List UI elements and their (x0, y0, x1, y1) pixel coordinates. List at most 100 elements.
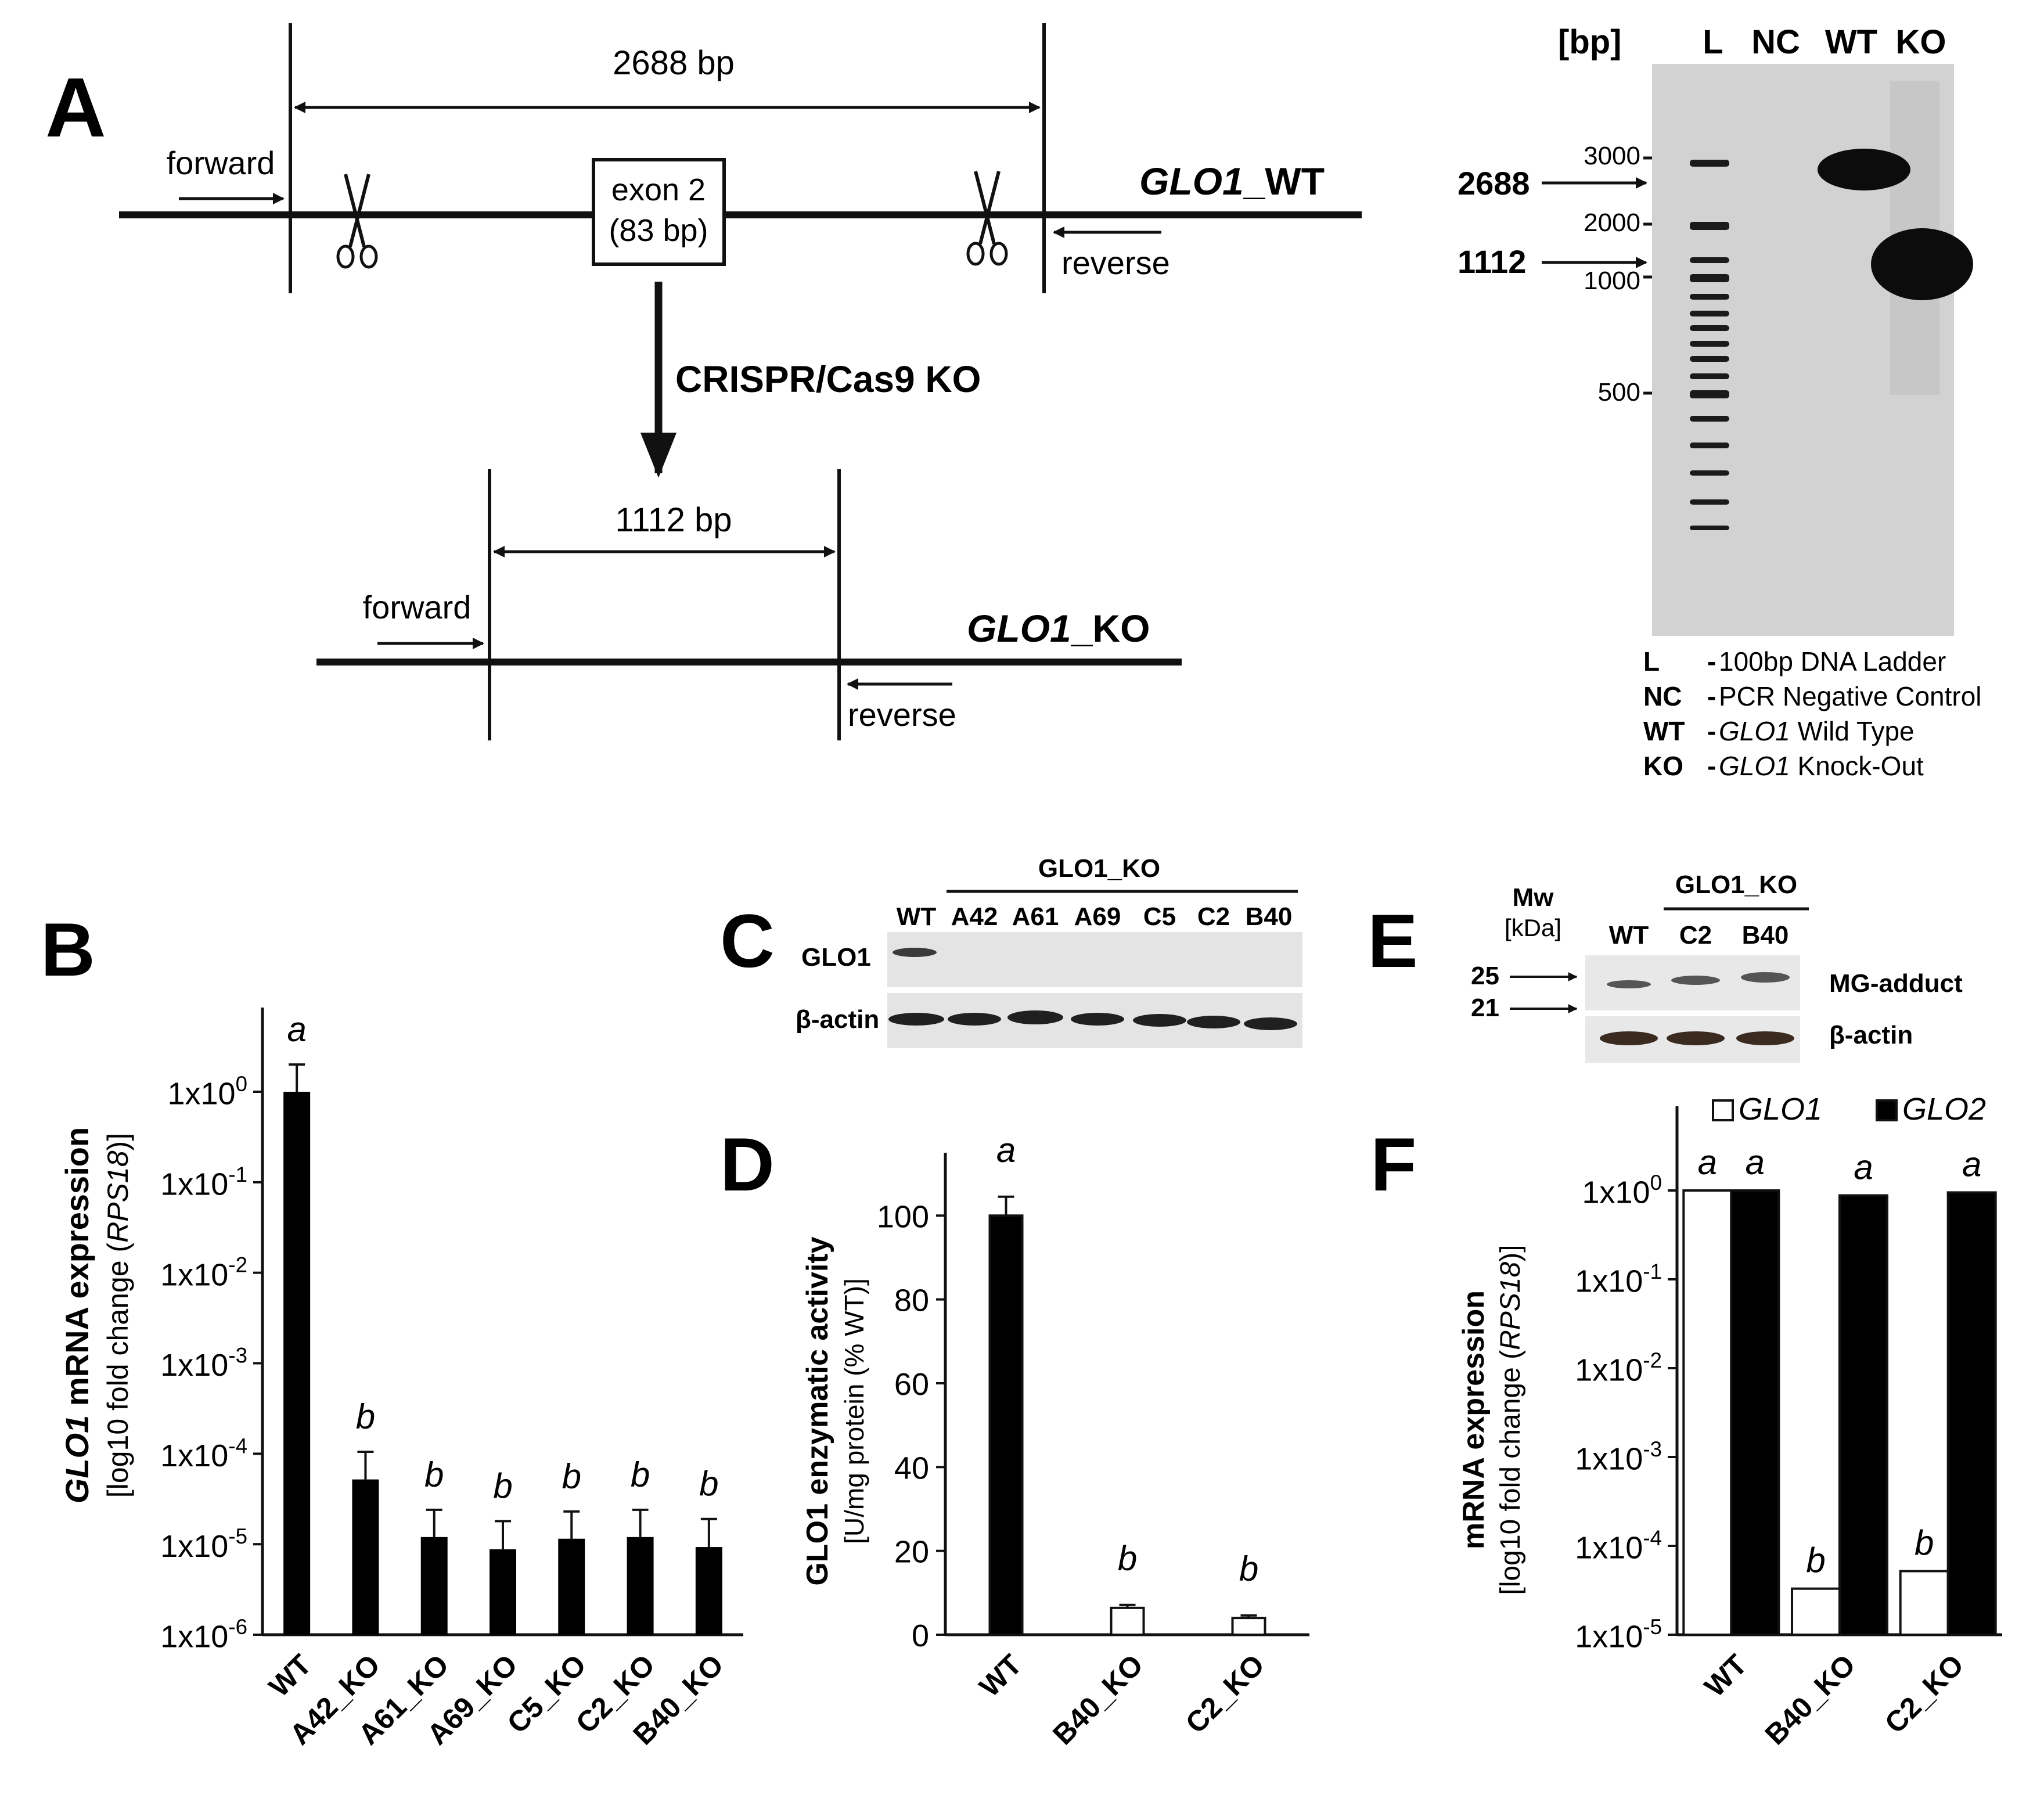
wt-gene-name: GLO1_WT (1139, 160, 1325, 203)
scissors-icon (966, 171, 1008, 266)
blot-e-mw-title: Mw (1513, 883, 1554, 912)
blot-c-glo1-strip (887, 932, 1302, 987)
wt-reverse-label: reverse (1061, 244, 1170, 281)
significance-letter: b (424, 1455, 444, 1494)
panel-label-c: C (720, 898, 775, 983)
panel-c: C GLO1_KO WT A42 A61 A69 C5 C2 B40 GLO1 … (720, 854, 1302, 1048)
chart-d: 0 20 40 60 80 100 a WT b B40_KO b C2_KO (877, 1131, 1309, 1751)
x-tick-label: C2_KO (1179, 1648, 1271, 1739)
significance-letter: a (996, 1131, 1016, 1170)
blot-c-glo1-band (893, 948, 937, 957)
y-tick-label: 1x10-3 (1575, 1437, 1662, 1477)
gel-marker-label: 500 (1598, 378, 1640, 407)
significance-letter: b (493, 1466, 512, 1505)
y-tick-label: 1x100 (1582, 1171, 1662, 1210)
chart-f-legend: GLO1 GLO2 (1712, 1092, 1986, 1127)
blot-e-row-adduct: MG-adduct (1829, 969, 1963, 998)
panel-label-b: B (41, 907, 95, 992)
blot-e-lane-label: B40 (1742, 921, 1789, 949)
panel-label-d: D (720, 1122, 775, 1207)
x-tick-label: WT (1698, 1648, 1754, 1703)
gel-marker-label: 3000 (1584, 142, 1640, 170)
y-tick-label: 1x10-2 (1575, 1348, 1662, 1388)
legend-swatch (1712, 1099, 1734, 1121)
blot-c-lane-label: A61 (1012, 902, 1059, 931)
gel-legend-item: NC - PCR Negative Control (1643, 681, 1982, 711)
blot-c-lane-label: A69 (1074, 902, 1121, 931)
gel-band-wt (1818, 149, 1910, 190)
bar (490, 1549, 516, 1635)
legend-label: GLO1 (1739, 1092, 1822, 1127)
gel-lane-label: NC (1751, 23, 1800, 61)
chart-b: 1x100 1x10-1 1x10-2 1x10-3 1x10-4 1x10-5 1x10-… (160, 1008, 743, 1751)
y-tick-label: 0 (912, 1618, 929, 1653)
y-tick-label: 1x10-2 (160, 1253, 247, 1293)
blot-c-lane-label: C5 (1143, 902, 1176, 931)
blot-e-mw-21: 21 (1471, 994, 1499, 1022)
bar (1791, 1587, 1841, 1636)
y-tick-label: 1x10-4 (1575, 1526, 1662, 1566)
scissors-icon (336, 174, 378, 269)
blot-c-lane-label: C2 (1197, 902, 1230, 931)
blot-e-row-actin: β-actin (1829, 1021, 1913, 1049)
gel-band-ko (1871, 228, 1973, 300)
exon2-label-line1: exon 2 (611, 172, 706, 207)
y-tick-label: 40 (894, 1451, 929, 1485)
y-tick-label: 100 (877, 1199, 929, 1234)
blot-c-lane-labels: WT A42 A61 A69 C5 C2 B40 (897, 902, 1293, 931)
significance-letter: b (562, 1457, 581, 1496)
x-tick-label: C2_KO (1879, 1648, 1970, 1739)
y-tick-label: 20 (894, 1535, 929, 1570)
y-tick-label: 1x10-5 (160, 1524, 247, 1564)
gel-lane-label: WT (1825, 23, 1877, 61)
bar (558, 1538, 585, 1635)
significance-letter: a (1854, 1147, 1873, 1186)
blot-c-lane-label: A42 (951, 902, 998, 931)
x-tick-label: WT (262, 1648, 318, 1703)
gel-marker-label: 2000 (1584, 208, 1640, 237)
legend-swatch (1876, 1099, 1898, 1121)
y-tick-label: 1x100 (167, 1072, 247, 1111)
y-tick-label: 60 (894, 1367, 929, 1402)
exon2-box (592, 158, 726, 266)
y-tick-label: 1x10-6 (160, 1615, 247, 1654)
significance-letter: b (1118, 1539, 1137, 1578)
x-tick-label: B40_KO (1759, 1648, 1862, 1751)
bar (1730, 1189, 1780, 1636)
agarose-gel-panel: [bp] L NC WT KO 3000 (1458, 23, 1982, 781)
panel-a-schematic: A 2688 bp forward reverse exon 2 (83 bp)… (45, 23, 1362, 740)
panel-f-ylabel: mRNA expression [log10 fold change (RPS1… (1457, 1244, 1526, 1595)
x-tick-label: B40_KO (1046, 1648, 1149, 1751)
panel-b: B GLO1 mRNA expression [log10 fold chang… (41, 907, 743, 1751)
bar (352, 1479, 379, 1635)
y-tick-label: 1x10-4 (160, 1434, 247, 1473)
gel-band-wt-size: 2688 (1458, 165, 1530, 202)
blot-c-row-actin: β-actin (796, 1005, 879, 1034)
wt-forward-label: forward (167, 145, 275, 181)
significance-letter: a (1746, 1143, 1765, 1182)
blot-e-lane-label: WT (1609, 921, 1649, 949)
gel-lane-label: KO (1896, 23, 1946, 61)
svg-text:GLO1 enzymatic activity: GLO1 enzymatic activity (801, 1236, 834, 1585)
bar (1899, 1570, 1949, 1636)
ko-gene-name: GLO1_KO (967, 607, 1150, 650)
significance-letter: b (631, 1455, 650, 1494)
panel-b-ylabel: GLO1 mRNA expression [log10 fold change … (59, 1127, 134, 1503)
significance-letter: a (1698, 1143, 1717, 1182)
svg-text:[U/mg protein (% WT)]: [U/mg protein (% WT)] (839, 1278, 869, 1544)
bar (283, 1092, 311, 1635)
gel-legend: L -100bp DNA Ladder NC - PCR Negative Contr… (1643, 646, 1982, 781)
blot-e-actin-bands (1600, 1031, 1794, 1045)
gel-lane-label: L (1703, 23, 1723, 61)
panel-label-a: A (45, 60, 106, 154)
x-tick-label: WT (973, 1648, 1028, 1703)
y-tick-label: 1x10-3 (160, 1343, 247, 1383)
panel-e: E Mw [kDa] GLO1_KO WT C2 B40 25 21 MG-ad… (1368, 870, 1963, 1063)
significance-letter: b (699, 1465, 718, 1503)
bar (1838, 1194, 1888, 1636)
bar (695, 1547, 722, 1635)
panel-label-e: E (1368, 898, 1418, 983)
blot-e-group-label: GLO1_KO (1675, 870, 1797, 899)
gel-bp-label: [bp] (1558, 23, 1622, 61)
